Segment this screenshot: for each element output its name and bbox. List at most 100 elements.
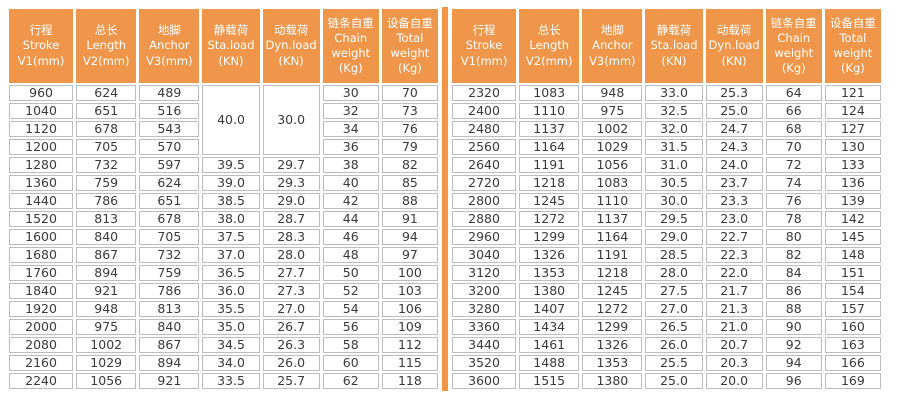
- table-row: 2560 1164 1029 31.5 24.3 70 130: [452, 139, 881, 155]
- column-header-total-weight: 设备自重 Total weight (Kg): [824, 9, 881, 83]
- cell-total-weight: 133: [824, 157, 881, 173]
- column-header-anchor: 地脚 Anchor V3(mm): [139, 9, 200, 83]
- spec-table-left-header: 行程 Stroke V1(mm) 总长 Length V2(mm) 地脚 Anchor V3(m…: [9, 9, 438, 83]
- cell-dyn-load: 20.0: [705, 373, 763, 389]
- cell-anchor: 1191: [582, 247, 643, 263]
- table-row: 1120 678 543 34 76: [9, 121, 438, 137]
- cell-chain-weight: 56: [322, 319, 379, 335]
- cell-chain-weight: 38: [322, 157, 379, 173]
- cell-stroke: 1120: [9, 121, 74, 137]
- cell-stroke: 2800: [452, 193, 517, 209]
- cell-anchor: 1245: [582, 283, 643, 299]
- cell-sta-load: 33.5: [202, 373, 260, 389]
- cell-length: 1407: [519, 301, 580, 317]
- cell-chain-weight: 46: [322, 229, 379, 245]
- cell-anchor: 759: [139, 265, 200, 281]
- table-row: 1360 759 624 39.0 29.3 40 85: [9, 175, 438, 191]
- cell-total-weight: 106: [381, 301, 438, 317]
- cell-total-weight: 136: [824, 175, 881, 191]
- cell-chain-weight: 34: [322, 121, 379, 137]
- column-header-total-weight: 设备自重 Total weight (Kg): [381, 9, 438, 83]
- cell-length: 1515: [519, 373, 580, 389]
- cell-chain-weight: 58: [322, 337, 379, 353]
- cell-chain-weight: 50: [322, 265, 379, 281]
- cell-stroke: 3360: [452, 319, 517, 335]
- cell-chain-weight: 70: [765, 139, 822, 155]
- cell-length: 624: [76, 85, 137, 101]
- cell-stroke: 2320: [452, 85, 517, 101]
- table-row: 2320 1083 948 33.0 25.3 64 121: [452, 85, 881, 101]
- cell-sta-load: 39.0: [202, 175, 260, 191]
- cell-sta-load: 35.0: [202, 319, 260, 335]
- cell-anchor: 489: [139, 85, 200, 101]
- cell-total-weight: 163: [824, 337, 881, 353]
- cell-stroke: 960: [9, 85, 74, 101]
- cell-dyn-load: 23.3: [705, 193, 763, 209]
- cell-sta-load: 36.5: [202, 265, 260, 281]
- cell-chain-weight: 62: [322, 373, 379, 389]
- cell-length: 813: [76, 211, 137, 227]
- cell-sta-load: 26.5: [645, 319, 703, 335]
- cell-length: 1245: [519, 193, 580, 209]
- cell-total-weight: 97: [381, 247, 438, 263]
- cell-stroke: 3600: [452, 373, 517, 389]
- cell-sta-load: 29.0: [645, 229, 703, 245]
- cell-total-weight: 103: [381, 283, 438, 299]
- column-header-sta-load: 静载荷 Sta.load (KN): [202, 9, 260, 83]
- cell-chain-weight: 92: [765, 337, 822, 353]
- cell-dyn-load: 21.0: [705, 319, 763, 335]
- cell-sta-load: 38.5: [202, 193, 260, 209]
- cell-anchor: 1002: [582, 121, 643, 137]
- table-row: 1280 732 597 39.5 29.7 38 82: [9, 157, 438, 173]
- cell-stroke: 1280: [9, 157, 74, 173]
- cell-anchor: 1272: [582, 301, 643, 317]
- header-row: 行程 Stroke V1(mm) 总长 Length V2(mm) 地脚 Anchor V3(m…: [9, 9, 438, 83]
- cell-total-weight: 151: [824, 265, 881, 281]
- cell-length: 894: [76, 265, 137, 281]
- cell-sta-load: 25.0: [645, 373, 703, 389]
- cell-anchor: 732: [139, 247, 200, 263]
- cell-sta-load: 33.0: [645, 85, 703, 101]
- table-row: 2160 1029 894 34.0 26.0 60 115: [9, 355, 438, 371]
- cell-chain-weight: 76: [765, 193, 822, 209]
- cell-anchor: 1029: [582, 139, 643, 155]
- cell-anchor: 543: [139, 121, 200, 137]
- cell-total-weight: 112: [381, 337, 438, 353]
- cell-dyn-load: 25.0: [705, 103, 763, 119]
- cell-sta-load: 37.0: [202, 247, 260, 263]
- cell-total-weight: 145: [824, 229, 881, 245]
- cell-total-weight: 100: [381, 265, 438, 281]
- cell-sta-load: 25.5: [645, 355, 703, 371]
- cell-anchor: 570: [139, 139, 200, 155]
- cell-total-weight: 169: [824, 373, 881, 389]
- cell-stroke: 3120: [452, 265, 517, 281]
- cell-chain-weight: 40: [322, 175, 379, 191]
- cell-stroke: 2640: [452, 157, 517, 173]
- cell-anchor: 1299: [582, 319, 643, 335]
- cell-anchor: 975: [582, 103, 643, 119]
- table-row: 1520 813 678 38.0 28.7 44 91: [9, 211, 438, 227]
- cell-total-weight: 127: [824, 121, 881, 137]
- cell-dyn-load: 20.3: [705, 355, 763, 371]
- cell-anchor: 1110: [582, 193, 643, 209]
- cell-anchor: 651: [139, 193, 200, 209]
- cell-total-weight: 73: [381, 103, 438, 119]
- cell-length: 1218: [519, 175, 580, 191]
- cell-length: 1488: [519, 355, 580, 371]
- cell-length: 1029: [76, 355, 137, 371]
- cell-stroke: 2400: [452, 103, 517, 119]
- spec-table-right-header: 行程 Stroke V1(mm) 总长 Length V2(mm) 地脚 Anchor V3(m…: [452, 9, 881, 83]
- cell-dyn-load: 22.0: [705, 265, 763, 281]
- cell-stroke: 3280: [452, 301, 517, 317]
- cell-stroke: 1440: [9, 193, 74, 209]
- cell-total-weight: 88: [381, 193, 438, 209]
- cell-sta-load: 31.0: [645, 157, 703, 173]
- cell-dyn-load: 27.7: [262, 265, 320, 281]
- cell-anchor: 1083: [582, 175, 643, 191]
- cell-total-weight: 94: [381, 229, 438, 245]
- cell-total-weight: 118: [381, 373, 438, 389]
- cell-length: 975: [76, 319, 137, 335]
- cell-chain-weight: 52: [322, 283, 379, 299]
- cell-length: 1164: [519, 139, 580, 155]
- cell-dyn-load: 21.7: [705, 283, 763, 299]
